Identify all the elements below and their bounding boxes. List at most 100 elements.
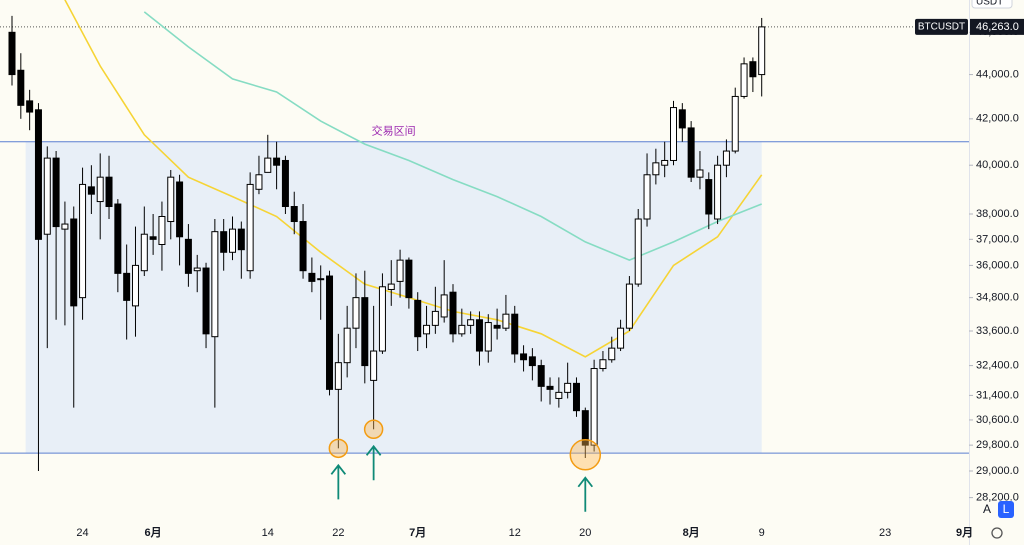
candle-body bbox=[572, 382, 580, 412]
y-tick-label: 29,800.0 bbox=[976, 439, 1019, 451]
marker-circle bbox=[328, 438, 349, 459]
candle-body bbox=[61, 223, 69, 230]
candle-body bbox=[193, 267, 201, 272]
candle-body bbox=[643, 174, 651, 220]
marker-arrow bbox=[365, 444, 382, 481]
settings-icon[interactable] bbox=[991, 527, 1003, 539]
candle-body bbox=[599, 359, 607, 370]
candle-body bbox=[511, 313, 519, 355]
y-tick-label: 33,600.0 bbox=[976, 325, 1019, 337]
candle-body bbox=[758, 26, 766, 76]
x-tick-label: 23 bbox=[879, 527, 891, 539]
y-tick-label: 34,800.0 bbox=[976, 292, 1019, 304]
scale-button[interactable] bbox=[998, 501, 1014, 518]
candle-body bbox=[484, 322, 492, 352]
candle-body bbox=[343, 327, 351, 364]
marker-circle bbox=[569, 439, 602, 471]
candle-body bbox=[520, 353, 528, 361]
candle-body bbox=[678, 109, 686, 129]
candle-body bbox=[528, 356, 536, 367]
y-tick-label: 37,000.0 bbox=[976, 233, 1019, 245]
candle-body bbox=[334, 362, 342, 390]
candle-body bbox=[246, 183, 254, 272]
y-tick-label: 31,400.0 bbox=[976, 389, 1019, 401]
candle-body bbox=[370, 350, 378, 381]
marker-arrow bbox=[577, 476, 594, 512]
candle-body bbox=[405, 259, 413, 299]
symbol-tag-label: BTCUSDT bbox=[918, 22, 965, 33]
candle-body bbox=[537, 365, 545, 387]
candle-body bbox=[396, 259, 404, 282]
candle-body bbox=[273, 157, 281, 166]
candle-body bbox=[229, 228, 236, 253]
x-tick-label: 9月 bbox=[956, 526, 973, 539]
candle-body bbox=[387, 283, 395, 290]
candle-body bbox=[140, 233, 148, 272]
candle-body bbox=[43, 157, 51, 235]
candle-body bbox=[449, 291, 457, 335]
range-box bbox=[25, 141, 762, 454]
candle-body bbox=[722, 150, 730, 166]
candle-body bbox=[705, 179, 713, 215]
candle-body bbox=[625, 283, 633, 329]
candle-body bbox=[255, 174, 263, 190]
candle-body bbox=[608, 347, 616, 361]
candle-body bbox=[440, 294, 448, 318]
candle-body bbox=[431, 310, 439, 326]
price-tag-label: 46,263.0 bbox=[976, 21, 1019, 33]
candle-body bbox=[502, 313, 510, 329]
scale-button-label[interactable]: L bbox=[1003, 502, 1010, 516]
candle-body bbox=[131, 264, 139, 307]
candle-body bbox=[281, 159, 289, 208]
candle-body bbox=[114, 203, 122, 274]
candle-body bbox=[378, 286, 386, 352]
candle-body bbox=[696, 169, 704, 178]
candle-body bbox=[34, 109, 42, 240]
x-tick-label: 8月 bbox=[683, 526, 700, 539]
candle-body bbox=[308, 272, 316, 282]
candle-body bbox=[79, 183, 87, 299]
candle-body bbox=[299, 221, 307, 272]
candle-body bbox=[714, 164, 722, 220]
candle-body bbox=[202, 267, 210, 335]
candle-body bbox=[290, 206, 298, 223]
candle-body bbox=[96, 176, 104, 203]
y-tick-label: 30,600.0 bbox=[976, 414, 1019, 426]
candle-body bbox=[317, 278, 325, 281]
price-tag bbox=[970, 18, 1024, 35]
candle-body bbox=[740, 63, 748, 97]
x-tick-label: 9 bbox=[759, 527, 765, 539]
candle-body bbox=[590, 368, 598, 446]
x-tick-label: 12 bbox=[509, 527, 521, 539]
marker-circle bbox=[363, 419, 384, 440]
candle-body bbox=[458, 324, 466, 335]
currency-label: USDT bbox=[976, 0, 1003, 8]
marker-arrow bbox=[330, 463, 347, 500]
candle-body bbox=[414, 299, 422, 338]
candle-body bbox=[326, 275, 334, 390]
candle-body bbox=[652, 162, 660, 176]
y-tick-label: 44,000.0 bbox=[976, 68, 1019, 80]
candle-body bbox=[493, 324, 501, 329]
scale-button-label[interactable]: A bbox=[983, 502, 991, 516]
y-tick-label: 38,000.0 bbox=[976, 208, 1019, 220]
moving-average bbox=[143, 11, 762, 261]
y-tick-label: 32,400.0 bbox=[976, 359, 1019, 371]
x-tick-label: 6月 bbox=[145, 526, 162, 539]
currency-box bbox=[971, 0, 1013, 9]
candle-body bbox=[87, 186, 95, 195]
x-tick-label: 20 bbox=[579, 527, 591, 539]
candle-body bbox=[634, 218, 642, 285]
candle-body bbox=[423, 324, 431, 335]
candle-body bbox=[467, 319, 475, 326]
x-tick-label: 24 bbox=[76, 527, 88, 539]
candle-body bbox=[361, 297, 369, 367]
candle-body bbox=[8, 31, 16, 76]
candle-body bbox=[237, 228, 245, 251]
candle-body bbox=[17, 69, 25, 106]
y-tick-label: 36,000.0 bbox=[976, 259, 1019, 271]
candle-body bbox=[687, 127, 695, 178]
candle-body bbox=[731, 95, 739, 152]
plot: 交易区间 bbox=[0, 0, 969, 512]
